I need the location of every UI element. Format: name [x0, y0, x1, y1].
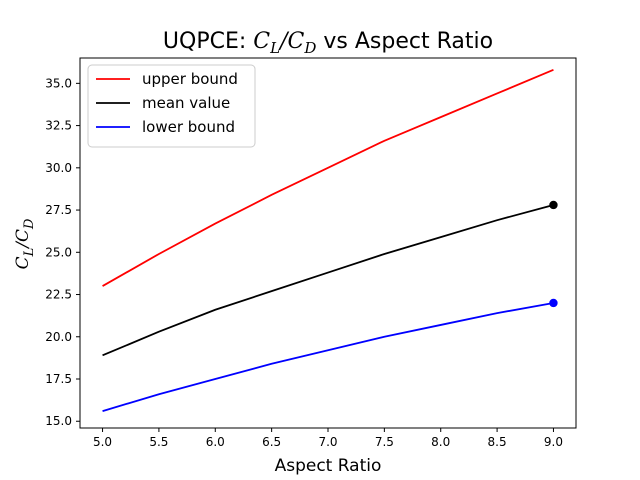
legend-label-1: mean value [142, 94, 230, 112]
chart-title: UQPCE: CL/CD vs Aspect Ratio [163, 29, 493, 57]
series-line-1 [102, 204, 554, 357]
legend-label-0: upper bound [142, 70, 238, 88]
y-tick-label: 15.0 [45, 414, 72, 428]
series-line-2 [102, 302, 554, 412]
series-line-0 [102, 69, 554, 287]
y-tick-label: 17.5 [45, 372, 72, 386]
legend-label-2: lower bound [142, 118, 235, 136]
y-tick-label: 32.5 [45, 119, 72, 133]
x-tick-label: 8.5 [488, 435, 507, 449]
y-tick-label: 22.5 [45, 288, 72, 302]
series-end-marker-1 [549, 200, 558, 210]
y-axis-title: CL/CD [13, 218, 37, 269]
y-tick-label: 30.0 [45, 161, 72, 175]
series-end-marker-2 [549, 298, 558, 308]
y-tick-label: 35.0 [45, 76, 72, 90]
x-tick-label: 8.0 [431, 435, 450, 449]
x-tick-label: 5.5 [149, 435, 168, 449]
x-tick-label: 5.0 [93, 435, 112, 449]
y-tick-label: 27.5 [45, 203, 72, 217]
y-tick-label: 20.0 [45, 330, 72, 344]
x-axis-title: Aspect Ratio [275, 456, 382, 476]
legend: upper bound mean value lower bound [87, 64, 256, 148]
x-tick-label: 6.5 [262, 435, 281, 449]
plot-area: 5.0 5.5 6.0 6.5 7.0 7.5 8.0 8.5 9.0 15.0 17.5 20.0 2… [45, 57, 577, 449]
x-tick-label: 7.0 [318, 435, 337, 449]
x-tick-label: 7.5 [375, 435, 394, 449]
y-tick-label: 25.0 [45, 245, 72, 259]
x-tick-label: 6.0 [206, 435, 225, 449]
x-tick-label: 9.0 [544, 435, 563, 449]
